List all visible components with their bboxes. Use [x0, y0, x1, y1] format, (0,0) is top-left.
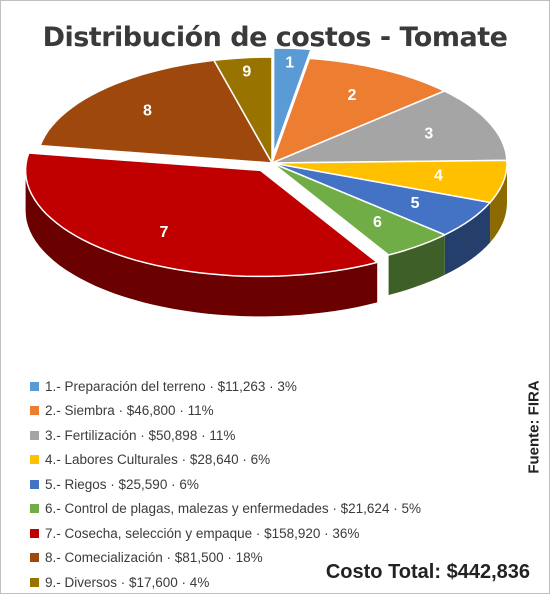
- slice-label-7: 7: [159, 224, 168, 241]
- slice-label-6: 6: [373, 214, 382, 231]
- legend-swatch: [30, 504, 39, 514]
- pie-side-4: [490, 163, 507, 243]
- legend-item: 2.- Siembra · $46,800 · 11%: [30, 399, 421, 424]
- legend-item: 4.- Labores Culturales · $28,640 · 6%: [30, 448, 421, 473]
- total-cost: Costo Total: $442,836: [325, 561, 530, 583]
- slice-label-1: 1: [285, 54, 294, 71]
- legend-item: 3.- Fertilización · $50,898 · 11%: [30, 423, 421, 448]
- pie-slice-5: [271, 162, 491, 236]
- pie-slice-7: [24, 152, 378, 278]
- legend-swatch: [30, 528, 39, 538]
- legend-swatch: [30, 455, 39, 465]
- legend-swatch: [30, 577, 39, 587]
- pie-tops: [24, 47, 508, 278]
- legend-swatch: [30, 430, 39, 440]
- pie-slice-8: [39, 59, 273, 164]
- pie-labels: 1 2 3 45 6 7 8 9: [143, 54, 443, 241]
- slice-label-3: 3: [424, 126, 433, 143]
- pie-side-7: [25, 170, 378, 317]
- legend-label: 9.- Diversos · $17,600 · 4%: [45, 574, 210, 590]
- pie-slice-1: [272, 47, 312, 155]
- legend-swatch: [30, 406, 39, 416]
- pie-slice-3: [271, 90, 508, 164]
- legend-item: 1.- Preparación del terreno · $11,263 · …: [30, 374, 421, 399]
- pie-slice-2: [271, 57, 446, 164]
- legend-label: 6.- Control de plagas, malezas y enferme…: [45, 501, 421, 517]
- slice-label-2: 2: [347, 87, 356, 104]
- pie-side-5: [444, 202, 491, 275]
- legend-item: 7.- Cosecha, selección y empaque · $158,…: [30, 521, 421, 546]
- legend-label: 5.- Riegos · $25,590 · 6%: [45, 476, 199, 492]
- legend-swatch: [30, 381, 39, 391]
- pie-slice-4: [271, 159, 508, 204]
- legend-swatch: [30, 553, 39, 563]
- legend-item: 9.- Diversos · $17,600 · 4%: [30, 570, 421, 595]
- legend-item: 6.- Control de plagas, malezas y enferme…: [30, 497, 421, 522]
- slice-label-4: 4: [434, 168, 443, 185]
- pie-side-6: [388, 234, 445, 295]
- pie-slice-9: [213, 56, 273, 164]
- legend-item: 8.- Comecialización · $81,500 · 18%: [30, 546, 421, 571]
- slice-label-5: 5: [411, 195, 420, 212]
- legend-label: 2.- Siembra · $46,800 · 11%: [45, 403, 214, 419]
- source-text: Fuente: FIRA: [525, 380, 543, 474]
- legend-label: 1.- Preparación del terreno · $11,263 · …: [45, 378, 297, 394]
- legend-label: 7.- Cosecha, selección y empaque · $158,…: [45, 525, 360, 541]
- source-label: Fuente: FIRA: [522, 376, 546, 478]
- pie-slice-6: [271, 162, 446, 256]
- pie-sides: [25, 163, 507, 317]
- legend-item: 5.- Riegos · $25,590 · 6%: [30, 472, 421, 497]
- legend-label: 8.- Comecialización · $81,500 · 18%: [45, 550, 263, 566]
- legend-label: 4.- Labores Culturales · $28,640 · 6%: [45, 452, 271, 468]
- legend-swatch: [30, 479, 39, 489]
- slice-label-8: 8: [143, 103, 152, 120]
- legend-label: 3.- Fertilización · $50,898 · 11%: [45, 427, 236, 443]
- legend: 1.- Preparación del terreno · $11,263 · …: [30, 374, 421, 595]
- slice-label-9: 9: [242, 64, 251, 81]
